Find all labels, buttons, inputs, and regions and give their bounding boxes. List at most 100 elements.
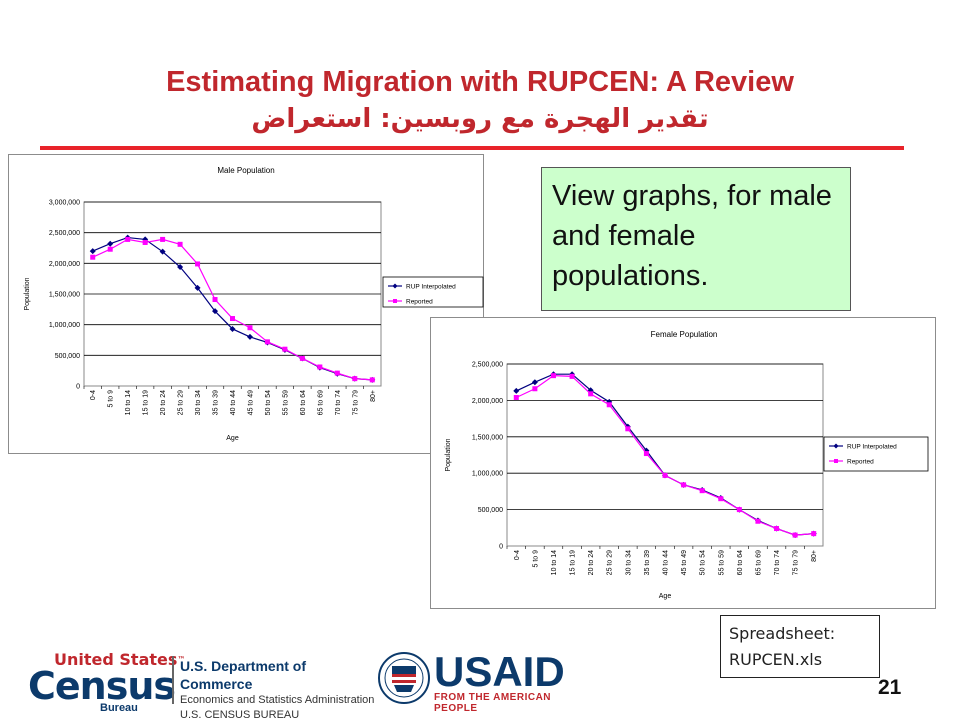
slide-title: Estimating Migration with RUPCEN: A Revi…	[166, 66, 794, 98]
female-legend	[823, 436, 929, 472]
female-ytick-label: 2,000,000	[472, 398, 503, 405]
usaid-seal-icon	[378, 652, 430, 704]
female-xtick-label: 80+	[811, 550, 818, 562]
male-legend-label-2: Reported	[406, 299, 433, 306]
female-point-series-2	[532, 386, 538, 392]
male-point-series-2	[352, 376, 358, 382]
female-chart-svg: Female Population 0 500,000 1,000,000 1,500,…	[445, 330, 929, 600]
commerce-line3: U.S. CENSUS BUREAU	[180, 709, 300, 721]
male-xtick-label: 15 to 19	[143, 390, 150, 415]
female-point-series-2	[588, 391, 594, 397]
female-chart-title: Female Population	[651, 330, 718, 339]
female-xtick-label: 50 to 54	[700, 550, 707, 575]
female-ytick-label: 1,000,000	[472, 471, 503, 478]
slide-title-arabic: تقدير الهجرة مع روبسين: استعراض	[251, 104, 709, 134]
female-xtick-label: 45 to 49	[681, 550, 688, 575]
male-ytick-label: 500,000	[55, 353, 80, 360]
female-legend-marker-2	[834, 459, 838, 463]
female-point-series-1	[513, 387, 520, 394]
female-point-series-1	[531, 379, 538, 386]
spreadsheet-reference: Spreadsheet: RUPCEN.xls	[720, 615, 880, 678]
male-legend-marker-2	[393, 299, 397, 303]
male-chart-title: Male Population	[217, 166, 274, 175]
male-point-series-2	[90, 254, 96, 260]
female-plot-area	[506, 363, 824, 547]
footer-divider	[172, 656, 174, 704]
female-xtick-label: 25 to 29	[607, 550, 614, 575]
male-point-series-2	[195, 261, 201, 267]
commerce-line2: Economics and Statistics Administration	[180, 694, 375, 706]
male-legend-marker-1	[392, 283, 398, 289]
female-point-series-2	[736, 507, 742, 513]
male-chart-svg: Male Population 0 500,000 1,000,000 1,500,00…	[24, 166, 484, 442]
female-xtick-label: 30 to 34	[625, 550, 632, 575]
male-xtick-label: 5 to 9	[108, 390, 115, 408]
female-xtick-label: 55 to 59	[718, 550, 725, 575]
commerce-line1: U.S. Department of Commerce	[180, 658, 307, 692]
female-y-axis-label: Population	[445, 438, 452, 471]
male-point-series-1	[246, 333, 253, 340]
male-x-axis-label: Age	[226, 435, 239, 442]
female-xtick-label: 65 to 69	[755, 550, 762, 575]
census-logo-wordmark: Census	[28, 664, 176, 708]
female-xtick-label: 0-4	[514, 550, 521, 560]
female-xtick-label: 60 to 64	[737, 550, 744, 575]
title-divider	[40, 146, 904, 150]
female-xtick-label: 20 to 24	[588, 550, 595, 575]
male-xtick-label: 55 to 59	[282, 390, 289, 415]
male-xtick-label: 10 to 14	[125, 390, 132, 415]
female-point-series-2	[662, 472, 668, 478]
male-xtick-label: 35 to 39	[213, 390, 220, 415]
census-logo-line1: United States	[54, 650, 178, 669]
female-xtick-label: 70 to 74	[774, 550, 781, 575]
male-xtick-label: 60 to 64	[300, 390, 307, 415]
female-point-series-2	[792, 532, 798, 538]
male-point-series-2	[142, 239, 148, 245]
female-xtick-label: 75 to 79	[793, 550, 800, 575]
female-point-series-2	[643, 451, 649, 457]
female-x-axis-label: Age	[659, 593, 672, 600]
male-point-series-1	[229, 325, 236, 332]
female-point-series-2	[625, 426, 631, 432]
male-xtick-label: 50 to 54	[265, 390, 272, 415]
male-point-series-2	[160, 236, 166, 242]
male-point-series-2	[107, 246, 113, 252]
commerce-text-block: U.S. Department of Commerce Economics an…	[180, 657, 380, 723]
census-logo-tm: ™	[177, 655, 186, 664]
female-ytick-label: 1,500,000	[472, 434, 503, 441]
male-ytick-label: 1,000,000	[49, 322, 80, 329]
male-point-series-2	[230, 316, 235, 322]
female-point-series-2	[606, 402, 612, 408]
note-box: View graphs, for male and female populat…	[541, 167, 851, 311]
female-point-series-2	[681, 482, 687, 488]
usaid-wordmark: USAID	[434, 648, 565, 695]
male-xtick-label: 40 to 44	[230, 390, 237, 415]
male-xtick-label: 75 to 79	[352, 390, 359, 415]
female-population-chart: Female Population 0 500,000 1,000,000 1,500,…	[430, 317, 936, 609]
male-legend	[382, 276, 484, 308]
male-point-series-1	[159, 248, 166, 255]
male-xtick-label: 25 to 29	[178, 390, 185, 415]
male-point-series-1	[89, 248, 96, 255]
male-xtick-label: 65 to 69	[317, 390, 324, 415]
female-point-series-2	[811, 531, 817, 537]
male-point-series-1	[212, 308, 219, 315]
male-xtick-label: 70 to 74	[335, 390, 342, 415]
female-ytick-label: 0	[499, 544, 503, 551]
female-point-series-2	[550, 373, 556, 379]
female-legend-marker-1	[833, 443, 839, 449]
usaid-tagline: FROM THE AMERICAN PEOPLE	[434, 692, 552, 714]
female-legend-label-1: RUP Interpolated	[847, 444, 897, 451]
male-point-series-2	[264, 339, 270, 345]
male-point-series-1	[177, 264, 184, 271]
female-point-series-2	[718, 496, 724, 502]
female-ytick-label: 500,000	[478, 507, 503, 514]
male-point-series-2	[334, 370, 340, 376]
male-point-series-2	[177, 241, 183, 247]
female-xtick-label: 5 to 9	[532, 550, 539, 568]
male-ytick-label: 2,000,000	[49, 261, 80, 268]
male-point-series-2	[212, 297, 218, 303]
male-ytick-label: 1,500,000	[49, 292, 80, 299]
male-xtick-label: 45 to 49	[247, 390, 254, 415]
male-point-series-2	[125, 236, 131, 242]
